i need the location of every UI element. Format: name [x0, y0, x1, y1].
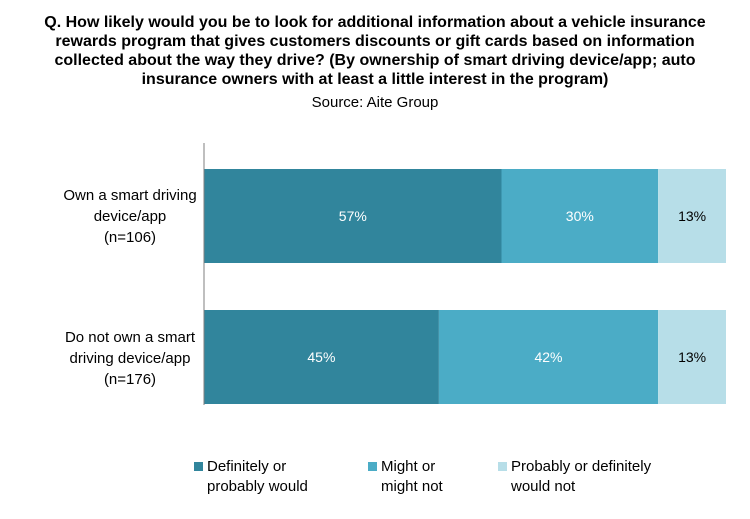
legend-item-definitely: Definitely or probably would: [194, 457, 308, 497]
chart-title-line: insurance owners with at least a little …: [141, 71, 609, 88]
legend-swatch-definitely: [194, 462, 203, 471]
data-label: 57%: [339, 208, 367, 224]
legend-label-line: Probably or definitely: [511, 458, 652, 475]
data-label: 13%: [678, 349, 706, 365]
data-label: 45%: [307, 349, 335, 365]
legend-label-line: Definitely or: [207, 458, 287, 475]
chart-source: Source: Aite Group: [311, 94, 439, 111]
chart-title-line: collected about the way they drive? (By …: [54, 52, 696, 69]
data-label: 13%: [678, 208, 706, 224]
chart-title-line: rewards program that gives customers dis…: [55, 33, 695, 50]
category-label-line: (n=176): [103, 371, 157, 388]
legend-label: Might or might not: [381, 457, 443, 497]
category-label-line: driving device/app: [69, 350, 191, 367]
data-label: 30%: [566, 208, 594, 224]
legend-label-line: would not: [511, 478, 576, 495]
bar-segment: [658, 310, 726, 404]
legend-label: Probably or definitely would not: [511, 457, 651, 497]
legend-swatch-would-not: [498, 462, 507, 471]
bar-segment: [204, 310, 439, 404]
bar-segment: [501, 169, 659, 263]
category-label-own: Own a smart driving device/app (n=106): [30, 185, 230, 248]
category-label-not-own: Do not own a smart driving device/app (n…: [30, 327, 230, 390]
bar-segment: [438, 310, 659, 404]
chart-title-line: Q. How likely would you be to look for a…: [44, 14, 706, 31]
bar-segment: [658, 169, 726, 263]
legend-item-would-not: Probably or definitely would not: [498, 457, 651, 497]
bars-group: 57% 30% 13% 45% 42% 13%: [204, 169, 726, 404]
legend-label-line: Might or: [381, 458, 436, 475]
legend-label: Definitely or probably would: [207, 457, 308, 497]
category-label-line: Own a smart driving: [63, 187, 197, 204]
category-label-line: (n=106): [103, 229, 157, 246]
data-label: 42%: [534, 349, 562, 365]
chart-title: Q. How likely would you be to look for a…: [0, 13, 750, 89]
bar-segment: [204, 169, 502, 263]
legend-label-line: probably would: [207, 478, 308, 495]
category-label-line: Do not own a smart: [64, 329, 196, 346]
legend-swatch-might: [368, 462, 377, 471]
category-label-line: device/app: [93, 208, 167, 225]
legend-label-line: might not: [381, 478, 443, 495]
legend-item-might: Might or might not: [368, 457, 443, 497]
